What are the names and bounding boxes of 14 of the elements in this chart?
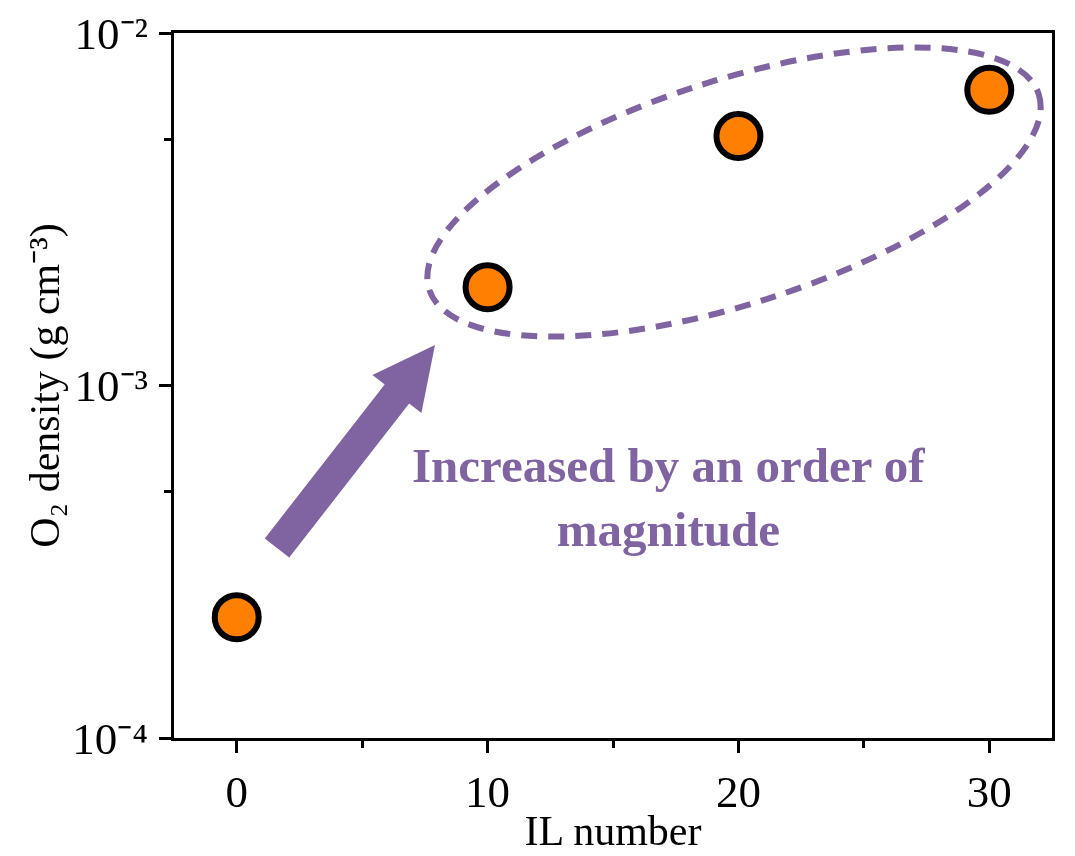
- point: [462, 262, 513, 313]
- y-tick-label: 10⁻²: [74, 8, 148, 59]
- x-tick-label: 0: [225, 767, 248, 817]
- point: [713, 111, 764, 162]
- point: [964, 64, 1015, 115]
- point: [211, 592, 262, 643]
- x-tick-label: 10: [465, 767, 511, 817]
- x-tick-label: 30: [966, 767, 1012, 817]
- x-axis-title: IL number: [524, 807, 702, 854]
- y-axis-title: O₂ density (g cm⁻³): [22, 223, 70, 548]
- y-tick-label: 10⁻⁴: [72, 713, 148, 764]
- y-tick-label: 10⁻³: [74, 361, 148, 412]
- annotation: Increased by an order of magnitude: [412, 438, 926, 557]
- x-tick-label: 20: [715, 767, 761, 817]
